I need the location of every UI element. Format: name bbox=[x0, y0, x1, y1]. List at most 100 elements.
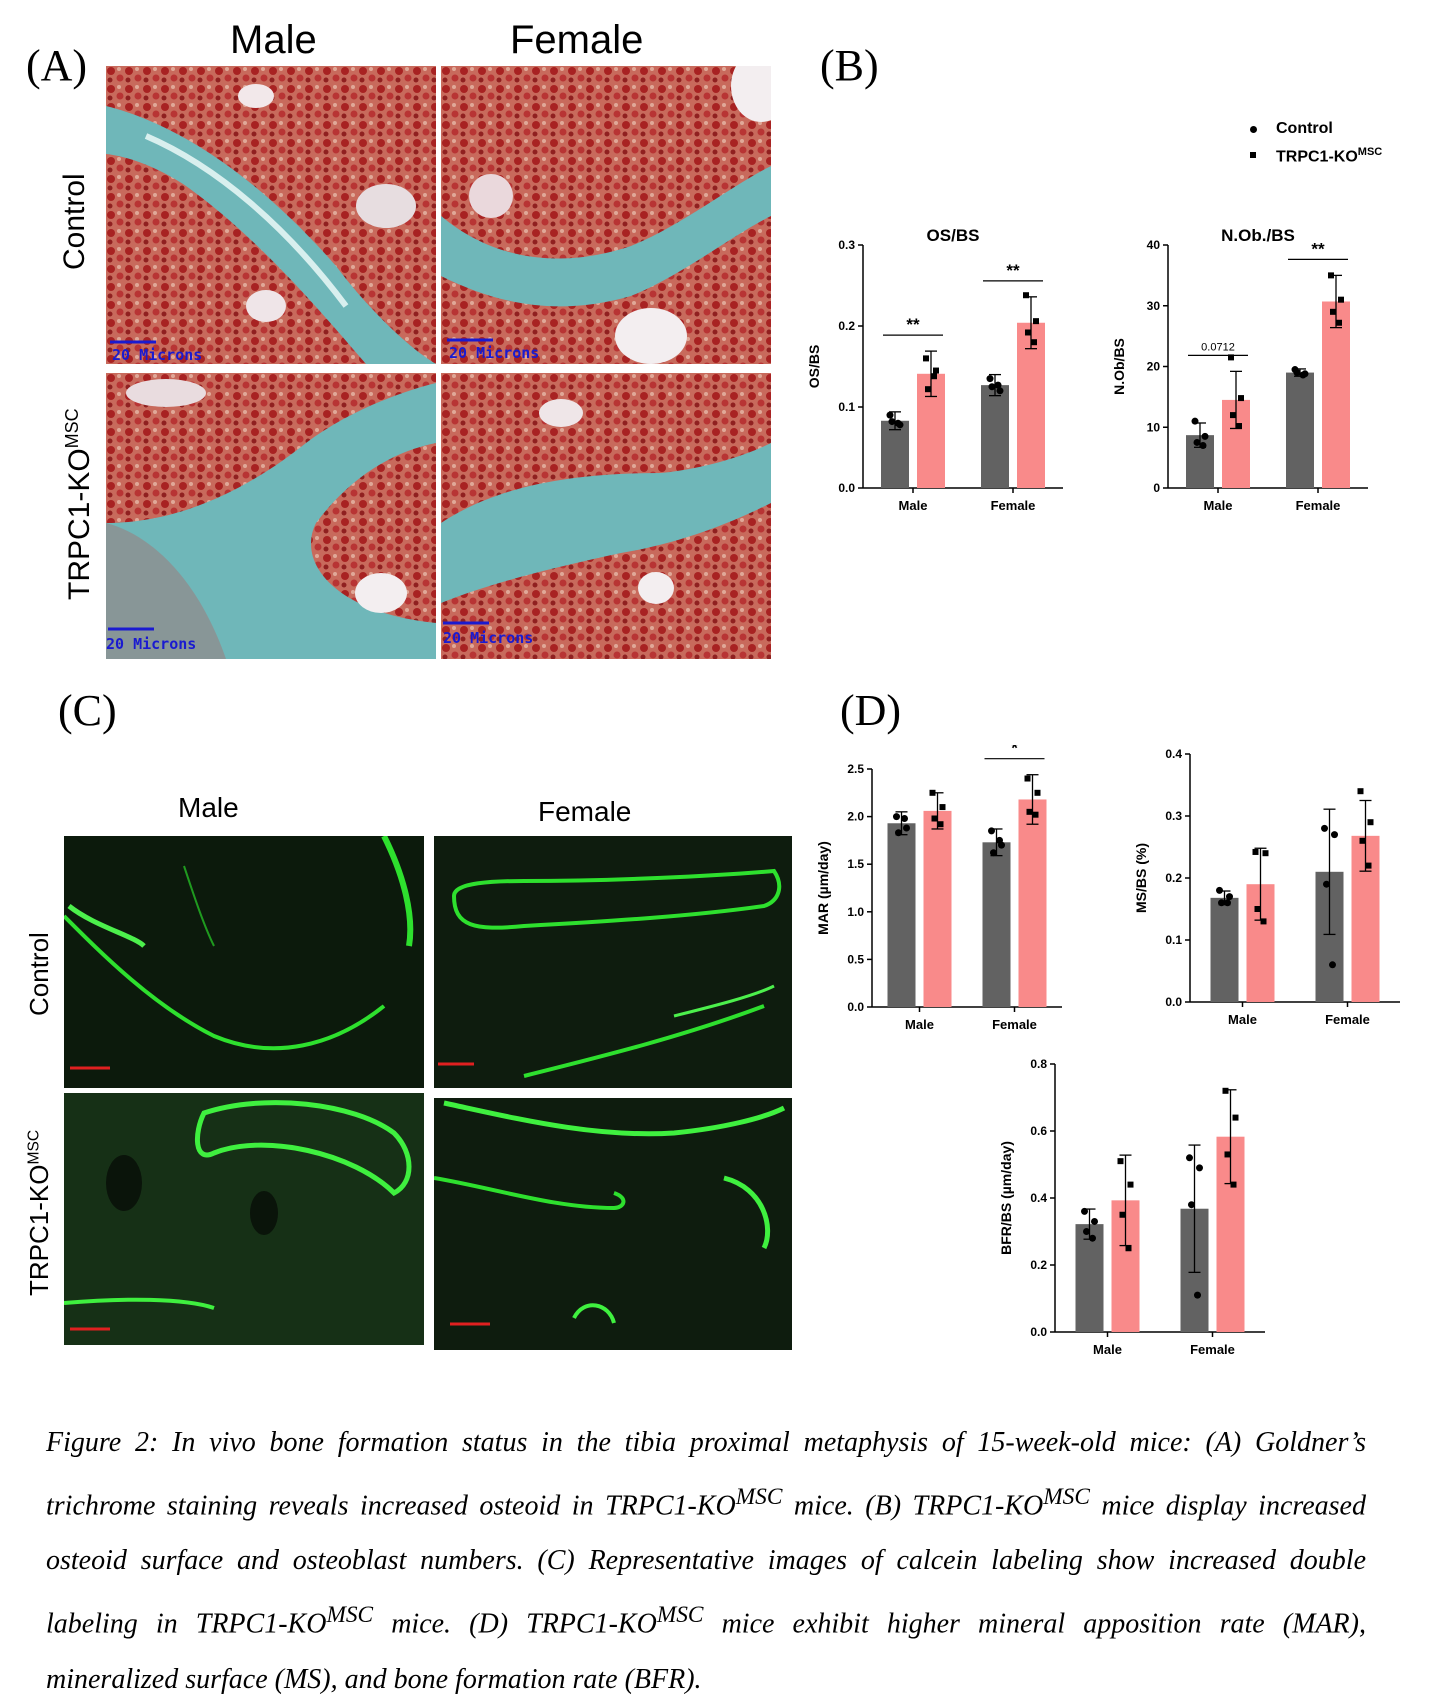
chart-nob-bs: N.Ob./BS N.Ob/BS 0 10 20 30 40 Male 0.0712 Female… bbox=[1111, 226, 1368, 513]
data-point bbox=[937, 821, 944, 828]
data-point bbox=[996, 836, 1003, 844]
y-tick-label: 2.5 bbox=[847, 762, 864, 776]
panel-a-row-ko: TRPC1-KOMSC bbox=[62, 408, 96, 600]
data-point bbox=[888, 418, 896, 426]
y-axis-label: MAR (µm/day) bbox=[815, 841, 831, 935]
y-tick-label: 0.4 bbox=[1030, 1191, 1047, 1205]
y-tick-label: 20 bbox=[1147, 360, 1161, 374]
data-point bbox=[1321, 824, 1328, 832]
y-tick-label: 0.1 bbox=[838, 400, 855, 414]
data-point bbox=[923, 355, 929, 362]
panel-a-row-control: Control bbox=[58, 173, 91, 270]
data-point bbox=[1081, 1207, 1088, 1215]
chart-title: OS/BS bbox=[927, 226, 980, 245]
data-point bbox=[1031, 339, 1037, 346]
y-axis-label: OS/BS bbox=[806, 345, 822, 389]
data-point bbox=[1119, 1211, 1126, 1218]
data-point bbox=[988, 383, 996, 391]
data-point bbox=[990, 849, 997, 857]
y-tick-label: 40 bbox=[1147, 238, 1161, 252]
bar bbox=[1210, 897, 1239, 1002]
legend-control-marker bbox=[1250, 126, 1257, 133]
figure-caption: Figure 2: In vivo bone formation status … bbox=[46, 1427, 1366, 1695]
calcein-male-control bbox=[64, 836, 424, 1088]
data-point bbox=[931, 815, 938, 822]
significance-label: ** bbox=[1311, 239, 1325, 258]
data-point bbox=[996, 387, 1004, 395]
scale-label: 20 Microns bbox=[106, 635, 197, 653]
legend-ko-label: TRPC1-KOMSC bbox=[1276, 146, 1383, 166]
data-point bbox=[1224, 1151, 1231, 1158]
data-point bbox=[1083, 1228, 1090, 1235]
data-point bbox=[1262, 850, 1269, 857]
chart-os-bs: OS/BS OS/BS 0.0 0.1 0.2 0.3 Male ** Female ** bbox=[806, 226, 1063, 513]
data-point bbox=[1201, 432, 1209, 440]
data-point bbox=[929, 789, 936, 796]
calcein-female-ko bbox=[434, 1098, 792, 1350]
data-point bbox=[1226, 893, 1233, 901]
chart-title: N.Ob./BS bbox=[1221, 226, 1295, 245]
data-point bbox=[1330, 308, 1336, 315]
y-tick-label: 1.5 bbox=[847, 857, 864, 871]
chart-bfr-bs: BFR/BS (µm/day) 0.0 0.2 0.4 0.6 0.8 Male Female bbox=[998, 1057, 1265, 1357]
data-point bbox=[925, 386, 931, 393]
data-point bbox=[1328, 272, 1334, 279]
x-tick-label: Female bbox=[1325, 1012, 1370, 1027]
data-point bbox=[1034, 789, 1041, 796]
data-point bbox=[1236, 423, 1242, 430]
bar bbox=[887, 823, 916, 1007]
data-point bbox=[1216, 886, 1223, 894]
data-point bbox=[939, 804, 946, 811]
y-tick-label: 0.2 bbox=[838, 319, 855, 333]
data-point bbox=[1254, 906, 1261, 912]
data-point bbox=[1188, 1201, 1195, 1209]
trichrome-female-control: 20 Microns bbox=[441, 66, 771, 364]
panel-d-letter: (D) bbox=[840, 686, 902, 735]
data-point bbox=[1091, 1217, 1098, 1225]
y-tick-label: 2.0 bbox=[847, 810, 864, 824]
data-point bbox=[1336, 319, 1342, 326]
data-point bbox=[903, 824, 910, 832]
x-tick-label: Male bbox=[1228, 1012, 1257, 1027]
data-point bbox=[1089, 1234, 1096, 1242]
bar bbox=[881, 420, 909, 488]
y-tick-label: 0.0 bbox=[1165, 995, 1182, 1009]
scale-label: 20 Microns bbox=[443, 629, 534, 647]
y-axis-label: N.Ob/BS bbox=[1111, 338, 1127, 395]
bar bbox=[1017, 322, 1045, 488]
y-tick-label: 0.1 bbox=[1165, 933, 1182, 947]
legend-control-label: Control bbox=[1276, 120, 1333, 137]
bar bbox=[923, 810, 952, 1007]
significance-label: ** bbox=[1006, 261, 1020, 280]
x-tick-label: Male bbox=[1093, 1342, 1122, 1357]
panel-b-letter: (B) bbox=[820, 41, 879, 90]
data-point bbox=[1117, 1158, 1124, 1165]
x-tick-label: Female bbox=[991, 498, 1036, 513]
x-tick-label: Female bbox=[1296, 498, 1341, 513]
data-point bbox=[1127, 1181, 1134, 1188]
data-point bbox=[1024, 775, 1031, 782]
x-tick-label: Female bbox=[992, 1017, 1037, 1032]
calcein-male-ko bbox=[64, 1093, 424, 1345]
data-point bbox=[1232, 1114, 1239, 1121]
data-point bbox=[1323, 880, 1330, 888]
y-tick-label: 0.2 bbox=[1030, 1258, 1047, 1272]
panel-c-letter: (C) bbox=[58, 686, 117, 735]
data-point bbox=[1252, 848, 1259, 855]
significance-label: * bbox=[1011, 745, 1018, 758]
bar bbox=[982, 842, 1011, 1007]
data-point bbox=[988, 827, 995, 835]
y-tick-label: 0.3 bbox=[838, 238, 855, 252]
data-point bbox=[933, 367, 939, 374]
y-tick-label: 0.3 bbox=[1165, 809, 1182, 823]
trichrome-male-control: 20 Microns bbox=[106, 66, 436, 364]
x-tick-label: Male bbox=[905, 1017, 934, 1032]
y-tick-label: 0.0 bbox=[847, 1000, 864, 1014]
y-axis-label: MS/BS (%) bbox=[1133, 843, 1149, 913]
scale-label: 20 Microns bbox=[112, 346, 203, 364]
x-tick-label: Male bbox=[899, 498, 928, 513]
calcein-female-control bbox=[434, 836, 792, 1088]
data-point bbox=[901, 815, 908, 823]
data-point bbox=[1023, 292, 1029, 299]
significance-label: ** bbox=[906, 315, 920, 334]
